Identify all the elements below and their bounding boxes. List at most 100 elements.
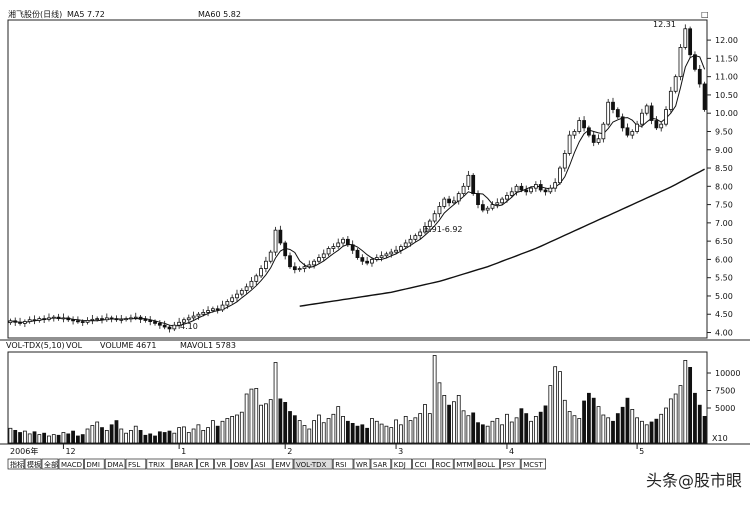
price-tick-label: 9.50: [715, 127, 733, 136]
candle-body: [394, 249, 398, 253]
candle-body: [326, 248, 331, 255]
volume-bar: [384, 425, 389, 444]
volume-bar: [37, 434, 42, 444]
indicator-tab[interactable]: [391, 458, 412, 470]
candle-body: [418, 231, 423, 237]
indicator-tab[interactable]: [231, 458, 252, 470]
indicator-tab-label: 指标: [10, 460, 24, 469]
candle-body: [345, 238, 350, 246]
volume-bar: [683, 359, 688, 444]
indicator-tab[interactable]: [125, 458, 147, 470]
volume-bar: [162, 432, 167, 444]
candle-body: [259, 268, 263, 277]
ma5-label: MA5 7.72: [67, 10, 105, 19]
indicator-tab[interactable]: [520, 458, 546, 470]
candle-body: [485, 207, 490, 211]
volume-bar: [307, 428, 312, 444]
volume-bar: [18, 432, 22, 444]
candle-body: [408, 238, 413, 244]
candle-body: [225, 301, 230, 306]
indicator-tab[interactable]: [7, 458, 25, 470]
volume-bar: [485, 425, 490, 444]
corner-mark[interactable]: □: [701, 10, 709, 19]
price-tick-label: 4.50: [715, 310, 733, 319]
volume-bar: [640, 420, 644, 444]
indicator-tab[interactable]: [24, 458, 42, 470]
indicator-tab[interactable]: [370, 458, 392, 470]
volume-bar: [326, 418, 331, 444]
month-label: 12: [65, 447, 75, 456]
volume-bar: [533, 415, 538, 444]
volume-bar: [148, 433, 153, 444]
month-label: 4: [509, 447, 514, 456]
indicator-tab[interactable]: [293, 458, 333, 470]
volume-bar: [182, 426, 186, 444]
volume-bar: [427, 413, 432, 444]
candle-body: [664, 109, 668, 125]
candle-body: [162, 324, 167, 328]
candle-body: [649, 105, 654, 121]
indicator-tab[interactable]: [104, 458, 126, 470]
candle-body: [611, 101, 615, 110]
indicator-tab-label: TRIX: [148, 461, 165, 469]
volume-bar: [360, 424, 365, 444]
volume-bar: [591, 397, 596, 444]
candle-body: [66, 317, 71, 321]
volume-bar: [191, 428, 196, 444]
candle-body: [42, 318, 47, 321]
volume-bar: [317, 414, 321, 444]
volume-bar: [124, 432, 129, 444]
candle-body: [32, 319, 37, 322]
price-tick-label: 7.00: [715, 219, 733, 228]
candle-body: [447, 198, 451, 204]
indicator-tab[interactable]: [171, 458, 197, 470]
candle-body: [76, 320, 80, 323]
indicator-tab[interactable]: [353, 458, 371, 470]
candle-body: [18, 321, 22, 324]
candle-body: [659, 123, 664, 129]
volume-bar: [471, 412, 476, 444]
candle-body: [427, 220, 432, 227]
candle-body: [640, 112, 644, 125]
candle-body: [586, 127, 591, 136]
candle-body: [673, 76, 678, 92]
candle-body: [114, 318, 119, 321]
candle-body: [133, 316, 138, 319]
volume-tick-label: 10000: [715, 369, 740, 378]
indicator-tab[interactable]: [41, 458, 59, 470]
candle-body: [620, 116, 625, 129]
volume-bar: [210, 420, 215, 444]
candle-body: [268, 251, 273, 262]
candle-body: [355, 249, 360, 258]
volume-bar: [374, 420, 379, 444]
candle-body: [172, 324, 177, 330]
indicator-tab[interactable]: [84, 458, 105, 470]
indicator-tab[interactable]: [214, 458, 231, 470]
indicator-tab[interactable]: [272, 458, 294, 470]
indicator-tab[interactable]: [412, 458, 433, 470]
price-tick-label: 10.50: [715, 91, 738, 100]
indicator-tab[interactable]: [332, 458, 354, 470]
volume-bar: [56, 434, 61, 444]
indicator-tab[interactable]: [146, 458, 172, 470]
volume-bar: [235, 414, 239, 444]
indicator-tab[interactable]: [453, 458, 475, 470]
indicator-tab[interactable]: [474, 458, 500, 470]
volume-bar: [42, 432, 47, 444]
volume-bar: [61, 432, 66, 444]
candle-body: [37, 318, 42, 321]
candle-body: [288, 255, 292, 268]
indicator-tab[interactable]: [500, 458, 521, 470]
indicator-tab[interactable]: [58, 458, 84, 470]
month-label: 1: [181, 447, 186, 456]
indicator-tab[interactable]: [197, 458, 214, 470]
price-tick-label: 8.50: [715, 164, 733, 173]
indicator-tab-label: ASI: [254, 461, 265, 469]
volume-bar: [71, 430, 75, 444]
candle-body: [403, 242, 408, 248]
volume-bar: [480, 424, 485, 444]
indicator-tab[interactable]: [252, 458, 273, 470]
indicator-tab[interactable]: [433, 458, 454, 470]
candle-body: [678, 47, 683, 78]
